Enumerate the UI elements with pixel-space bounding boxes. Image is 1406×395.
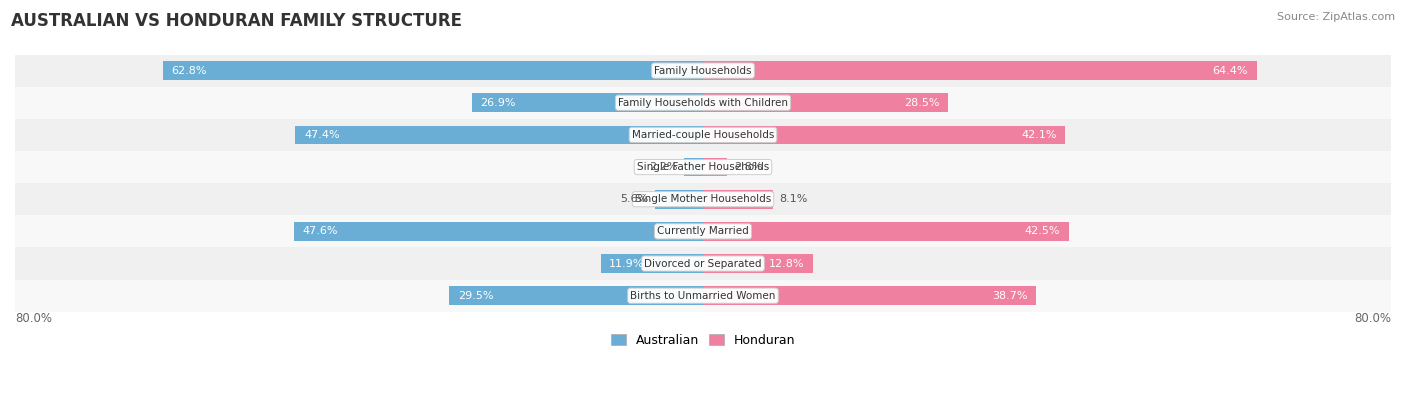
- Bar: [471, 93, 703, 112]
- Text: 26.9%: 26.9%: [481, 98, 516, 108]
- Bar: [703, 93, 948, 112]
- Bar: [15, 151, 1391, 183]
- Bar: [294, 222, 703, 241]
- Text: Divorced or Separated: Divorced or Separated: [644, 258, 762, 269]
- Bar: [15, 55, 1391, 87]
- Bar: [450, 286, 703, 305]
- Text: Family Households: Family Households: [654, 66, 752, 75]
- Text: 2.2%: 2.2%: [648, 162, 678, 172]
- Bar: [15, 215, 1391, 247]
- Bar: [600, 254, 703, 273]
- Text: 62.8%: 62.8%: [172, 66, 207, 75]
- Text: Source: ZipAtlas.com: Source: ZipAtlas.com: [1277, 12, 1395, 22]
- Text: 11.9%: 11.9%: [609, 258, 644, 269]
- Bar: [703, 158, 727, 177]
- Text: 80.0%: 80.0%: [15, 312, 52, 325]
- Bar: [15, 280, 1391, 312]
- Text: 42.5%: 42.5%: [1025, 226, 1060, 236]
- Bar: [703, 222, 1069, 241]
- Bar: [703, 286, 1036, 305]
- Text: 47.4%: 47.4%: [304, 130, 340, 140]
- Bar: [163, 61, 703, 80]
- Bar: [703, 61, 1257, 80]
- Text: Births to Unmarried Women: Births to Unmarried Women: [630, 291, 776, 301]
- Text: Married-couple Households: Married-couple Households: [631, 130, 775, 140]
- Bar: [15, 247, 1391, 280]
- Bar: [15, 183, 1391, 215]
- Text: 47.6%: 47.6%: [302, 226, 337, 236]
- Text: 29.5%: 29.5%: [458, 291, 494, 301]
- Bar: [15, 119, 1391, 151]
- Text: 42.1%: 42.1%: [1021, 130, 1056, 140]
- Bar: [15, 87, 1391, 119]
- Text: 2.8%: 2.8%: [734, 162, 762, 172]
- Text: 12.8%: 12.8%: [769, 258, 804, 269]
- Text: Currently Married: Currently Married: [657, 226, 749, 236]
- Text: AUSTRALIAN VS HONDURAN FAMILY STRUCTURE: AUSTRALIAN VS HONDURAN FAMILY STRUCTURE: [11, 12, 463, 30]
- Text: 64.4%: 64.4%: [1213, 66, 1249, 75]
- Text: 5.6%: 5.6%: [620, 194, 648, 204]
- Bar: [703, 254, 813, 273]
- Text: 28.5%: 28.5%: [904, 98, 939, 108]
- Bar: [703, 126, 1066, 144]
- Text: Single Father Households: Single Father Households: [637, 162, 769, 172]
- Legend: Australian, Honduran: Australian, Honduran: [606, 329, 800, 352]
- Bar: [685, 158, 703, 177]
- Text: 8.1%: 8.1%: [779, 194, 808, 204]
- Text: 38.7%: 38.7%: [991, 291, 1028, 301]
- Bar: [295, 126, 703, 144]
- Text: Family Households with Children: Family Households with Children: [619, 98, 787, 108]
- Text: Single Mother Households: Single Mother Households: [636, 194, 770, 204]
- Text: 80.0%: 80.0%: [1354, 312, 1391, 325]
- Bar: [655, 190, 703, 209]
- Bar: [703, 190, 773, 209]
